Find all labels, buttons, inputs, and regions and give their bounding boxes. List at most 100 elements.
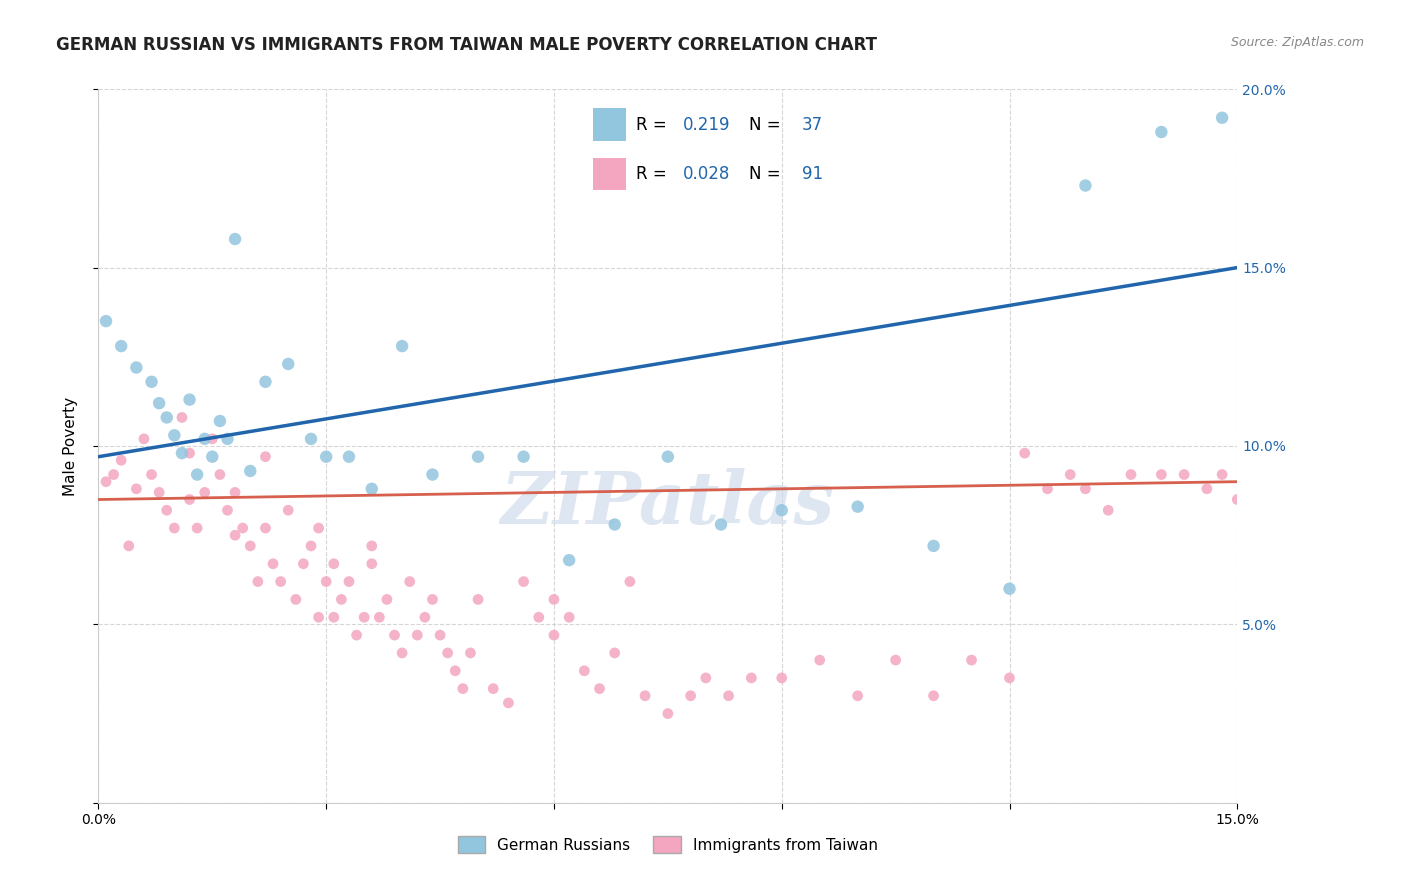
Text: 91: 91	[801, 165, 823, 183]
Text: N =: N =	[748, 165, 786, 183]
Point	[543, 628, 565, 642]
Point	[156, 410, 179, 425]
Point	[710, 517, 733, 532]
Point	[186, 521, 208, 535]
Point	[603, 517, 626, 532]
Point	[239, 539, 262, 553]
Point	[619, 574, 641, 589]
Legend: German Russians, Immigrants from Taiwan: German Russians, Immigrants from Taiwan	[451, 830, 884, 859]
Point	[574, 664, 596, 678]
Point	[132, 432, 155, 446]
Point	[170, 410, 193, 425]
Point	[717, 689, 740, 703]
Point	[224, 528, 246, 542]
Point	[398, 574, 420, 589]
Point	[186, 467, 208, 482]
Point	[201, 432, 224, 446]
Point	[163, 428, 186, 442]
Point	[512, 574, 534, 589]
Point	[391, 646, 413, 660]
Point	[527, 610, 550, 624]
Point	[1173, 467, 1195, 482]
Point	[232, 521, 254, 535]
Point	[482, 681, 505, 696]
Point	[846, 500, 869, 514]
Point	[1074, 482, 1097, 496]
Point	[224, 485, 246, 500]
Point	[460, 646, 482, 660]
Point	[194, 432, 217, 446]
Point	[330, 592, 353, 607]
Bar	[593, 158, 627, 190]
Point	[444, 664, 467, 678]
Point	[148, 485, 170, 500]
Point	[110, 453, 132, 467]
Point	[315, 450, 337, 464]
Point	[360, 539, 382, 553]
Point	[1036, 482, 1059, 496]
Text: R =: R =	[637, 116, 672, 134]
Point	[346, 628, 368, 642]
Point	[118, 539, 141, 553]
Point	[360, 557, 382, 571]
Point	[337, 574, 360, 589]
Point	[634, 689, 657, 703]
Point	[1119, 467, 1142, 482]
Text: ZIPatlas: ZIPatlas	[501, 467, 835, 539]
Point	[224, 232, 246, 246]
Point	[208, 414, 231, 428]
Point	[422, 467, 444, 482]
Point	[277, 503, 299, 517]
Point	[922, 539, 945, 553]
Point	[246, 574, 269, 589]
Point	[322, 557, 344, 571]
Point	[94, 314, 117, 328]
Text: 0.219: 0.219	[683, 116, 730, 134]
Point	[406, 628, 429, 642]
Point	[770, 503, 793, 517]
Point	[103, 467, 125, 482]
Point	[1150, 125, 1173, 139]
Point	[922, 689, 945, 703]
Point	[467, 592, 489, 607]
Point	[299, 539, 322, 553]
Point	[194, 485, 217, 500]
Text: R =: R =	[637, 165, 672, 183]
Point	[156, 503, 179, 517]
Point	[360, 482, 382, 496]
Point	[170, 446, 193, 460]
Point	[588, 681, 610, 696]
Text: 0.028: 0.028	[683, 165, 730, 183]
Point	[422, 592, 444, 607]
Point	[770, 671, 793, 685]
Point	[1074, 178, 1097, 193]
Point	[603, 646, 626, 660]
Point	[679, 689, 702, 703]
Point	[110, 339, 132, 353]
Point	[262, 557, 284, 571]
Point	[239, 464, 262, 478]
Point	[558, 553, 581, 567]
Point	[1226, 492, 1249, 507]
Point	[179, 492, 201, 507]
Point	[217, 503, 239, 517]
Point	[284, 592, 307, 607]
Point	[254, 450, 277, 464]
Bar	[593, 108, 627, 141]
Text: N =: N =	[748, 116, 786, 134]
Point	[270, 574, 292, 589]
Point	[277, 357, 299, 371]
Point	[436, 646, 458, 660]
Point	[429, 628, 451, 642]
Point	[884, 653, 907, 667]
Point	[254, 375, 277, 389]
Point	[179, 392, 201, 407]
Point	[201, 450, 224, 464]
Point	[846, 689, 869, 703]
Point	[337, 450, 360, 464]
Point	[1150, 467, 1173, 482]
Point	[308, 521, 330, 535]
Point	[254, 521, 277, 535]
Point	[391, 339, 413, 353]
Point	[1211, 111, 1233, 125]
